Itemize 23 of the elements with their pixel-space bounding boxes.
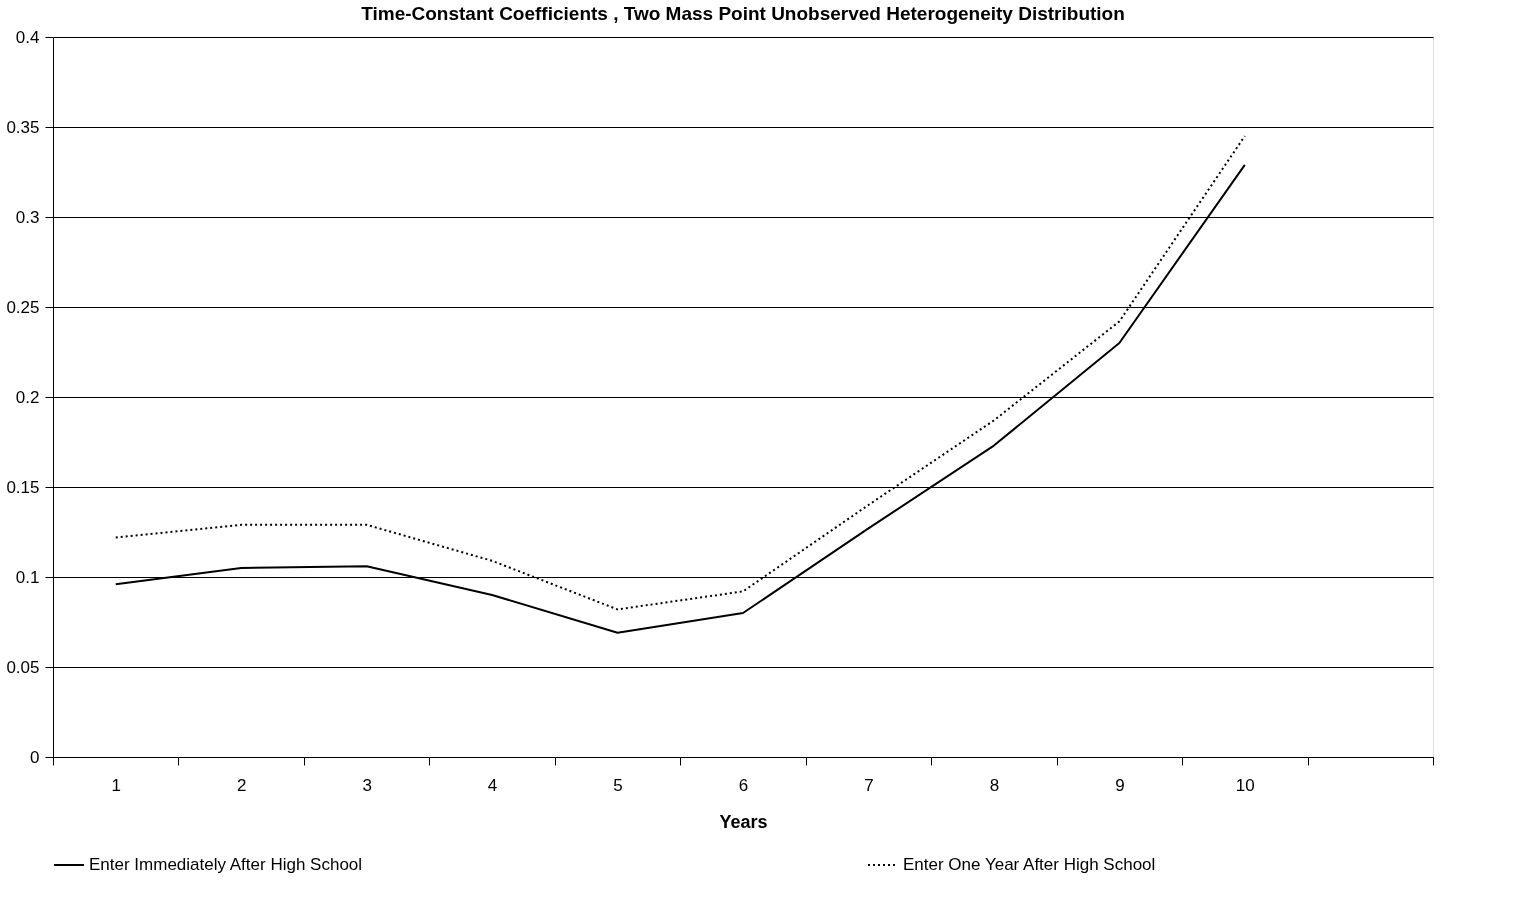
x-tick-label: 9 (1115, 775, 1125, 795)
x-tick-label: 1 (111, 775, 121, 795)
x-axis-title: Years (719, 811, 768, 832)
legend-label: Enter Immediately After High School (89, 855, 363, 874)
y-tick-label: 0.2 (15, 387, 40, 407)
x-tick-label: 2 (236, 775, 247, 795)
x-tick-label: 8 (989, 775, 1000, 795)
y-tick-label: 0.3 (15, 207, 40, 227)
x-tick-label: 10 (1235, 775, 1255, 795)
x-tick-label: 6 (738, 775, 749, 795)
legend-label: Enter One Year After High School (903, 855, 1156, 874)
x-tick-label: 5 (613, 775, 623, 795)
y-tick-label: 0.35 (6, 117, 40, 137)
y-tick-label: 0.15 (6, 477, 40, 497)
y-tick-label: 0.05 (6, 657, 40, 677)
y-tick-label: 0.1 (15, 567, 40, 587)
y-tick-label: 0.25 (6, 297, 40, 317)
chart-title: Time-Constant Coefficients , Two Mass Point Unobserved Heterogeneity Distribution (361, 3, 1125, 24)
x-tick-label: 7 (864, 775, 874, 795)
x-tick-label: 3 (362, 775, 372, 795)
x-tick-label: 4 (487, 775, 498, 795)
y-tick-label: 0.4 (15, 27, 40, 47)
y-tick-label: 0 (30, 747, 40, 767)
